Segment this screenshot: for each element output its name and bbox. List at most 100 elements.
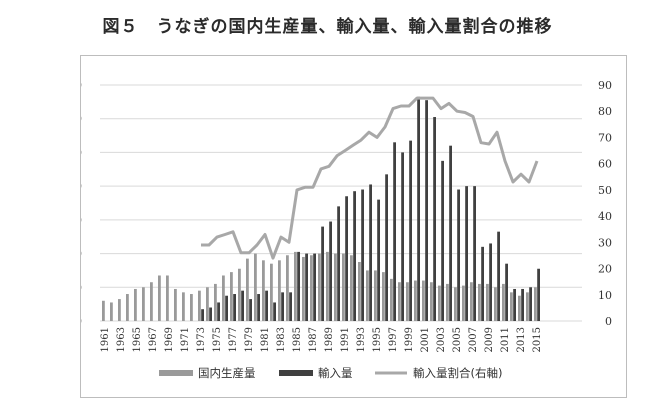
y2-tick-label: 80 (598, 105, 612, 118)
y-tick-label: 140,000 (81, 79, 82, 92)
bar-domestic-production (406, 282, 409, 321)
bar-domestic-production (238, 268, 241, 321)
bar-domestic-production (230, 272, 233, 321)
line-import-ratio (201, 96, 539, 260)
bar-domestic-production (310, 255, 313, 321)
bar-import-volume (201, 309, 204, 321)
bar-domestic-production (430, 282, 433, 321)
y-tick-label: 100,000 (81, 146, 82, 159)
x-tick-label: 1969 (164, 327, 175, 352)
bar-domestic-production (366, 270, 369, 321)
x-tick-label: 2001 (420, 327, 431, 352)
bar-import-volume (497, 231, 500, 321)
x-tick-label: 1967 (148, 327, 159, 352)
bar-domestic-production (534, 287, 537, 321)
bar-import-volume (321, 226, 324, 321)
bar-domestic-production (150, 282, 153, 321)
x-tick-label: 1965 (132, 327, 143, 352)
bar-import-volume (273, 302, 276, 321)
chart-frame: 0 20,000 40,000 60,000 80,000 100,000 120,000 1… (80, 55, 627, 398)
y-tick-label: 60,000 (81, 214, 82, 227)
bar-domestic-production (302, 256, 305, 321)
bar-domestic-production (334, 253, 337, 321)
bar-import-volume (281, 292, 284, 321)
y2-tick-label: 20 (598, 263, 612, 276)
bar-domestic-production (350, 255, 353, 321)
bar-import-volume (257, 294, 260, 321)
x-tick-label: 2015 (532, 327, 543, 352)
bar-import-volume (305, 253, 308, 321)
bar-import-volume (265, 290, 268, 321)
bar-domestic-production (206, 287, 209, 321)
bar-domestic-production (286, 255, 289, 321)
bar-domestic-production (398, 282, 401, 321)
x-tick-label: 1999 (404, 327, 415, 352)
bar-domestic-production (358, 262, 361, 321)
y-tick-label: 20,000 (81, 281, 82, 294)
bar-import-volume (489, 243, 492, 321)
bar-domestic-production (126, 294, 129, 321)
bar-domestic-production (174, 288, 177, 321)
y2-tick-label: 50 (598, 184, 612, 197)
bar-domestic-production (478, 283, 481, 321)
y2-tick-label: 70 (598, 131, 612, 144)
legend-swatch-import (279, 370, 313, 376)
bar-domestic-production (342, 253, 345, 321)
bar-domestic-production (294, 251, 297, 321)
bar-domestic-production (142, 287, 145, 321)
x-tick-label: 1973 (196, 327, 207, 352)
y-tick-label: 40,000 (81, 248, 82, 261)
bar-domestic-production (214, 283, 217, 321)
bar-import-volume (345, 196, 348, 321)
bar-import-volume (337, 206, 340, 321)
bar-domestic-production (470, 282, 473, 321)
legend-label-ratio: 輸入量割合(右軸) (413, 366, 502, 380)
bar-domestic-production (454, 287, 457, 321)
x-tick-label: 1985 (292, 327, 303, 352)
bar-import-volume (401, 152, 404, 321)
y-tick-label: 120,000 (81, 113, 82, 126)
bar-import-volume (521, 288, 524, 321)
bar-domestic-production (518, 295, 521, 321)
x-tick-label: 1993 (356, 327, 367, 352)
bar-import-volume (241, 290, 244, 321)
bar-domestic-production (158, 275, 161, 321)
x-tick-label: 1987 (308, 327, 319, 352)
bar-domestic-production (318, 253, 321, 321)
bar-import-volume (289, 292, 292, 321)
bar-import-volume (225, 295, 228, 321)
bar-import-volume (417, 96, 420, 321)
x-tick-label: 1963 (116, 327, 127, 352)
bar-domestic-production (382, 272, 385, 321)
bar-import-volume (249, 299, 252, 321)
y2-tick-label: 90 (598, 79, 612, 92)
bar-domestic-production (190, 294, 193, 321)
bar-domestic-production (422, 280, 425, 321)
bar-domestic-production (118, 299, 121, 321)
x-tick-label: 1983 (276, 327, 287, 352)
bar-import-volume (505, 263, 508, 321)
bar-domestic-production (462, 285, 465, 321)
bar-import-volume (409, 140, 412, 321)
x-tick-label: 2007 (468, 327, 479, 352)
bar-import-volume (513, 288, 516, 321)
x-tick-label: 2005 (452, 327, 463, 352)
bar-domestic-production (494, 287, 497, 321)
bar-domestic-production (102, 300, 105, 321)
bar-import-volume (481, 246, 484, 321)
x-tick-label: 1971 (180, 327, 191, 352)
x-tick-label: 2009 (484, 327, 495, 352)
bar-domestic-production (198, 290, 201, 321)
bar-import-volume (361, 189, 364, 321)
chart-canvas: 0 20,000 40,000 60,000 80,000 100,000 120,000 1… (81, 79, 612, 380)
bar-import-volume (465, 186, 468, 321)
bar-import-volume (297, 251, 300, 321)
bar-domestic-production (182, 292, 185, 321)
legend-label-import: 輸入量 (318, 366, 353, 380)
x-tick-label: 1975 (212, 327, 223, 352)
x-tick-label: 1991 (340, 327, 351, 352)
bar-import-volume (377, 199, 380, 321)
bar-import-volume (425, 100, 428, 321)
bar-import-volume (313, 253, 316, 321)
x-tick-label: 1977 (228, 327, 239, 352)
